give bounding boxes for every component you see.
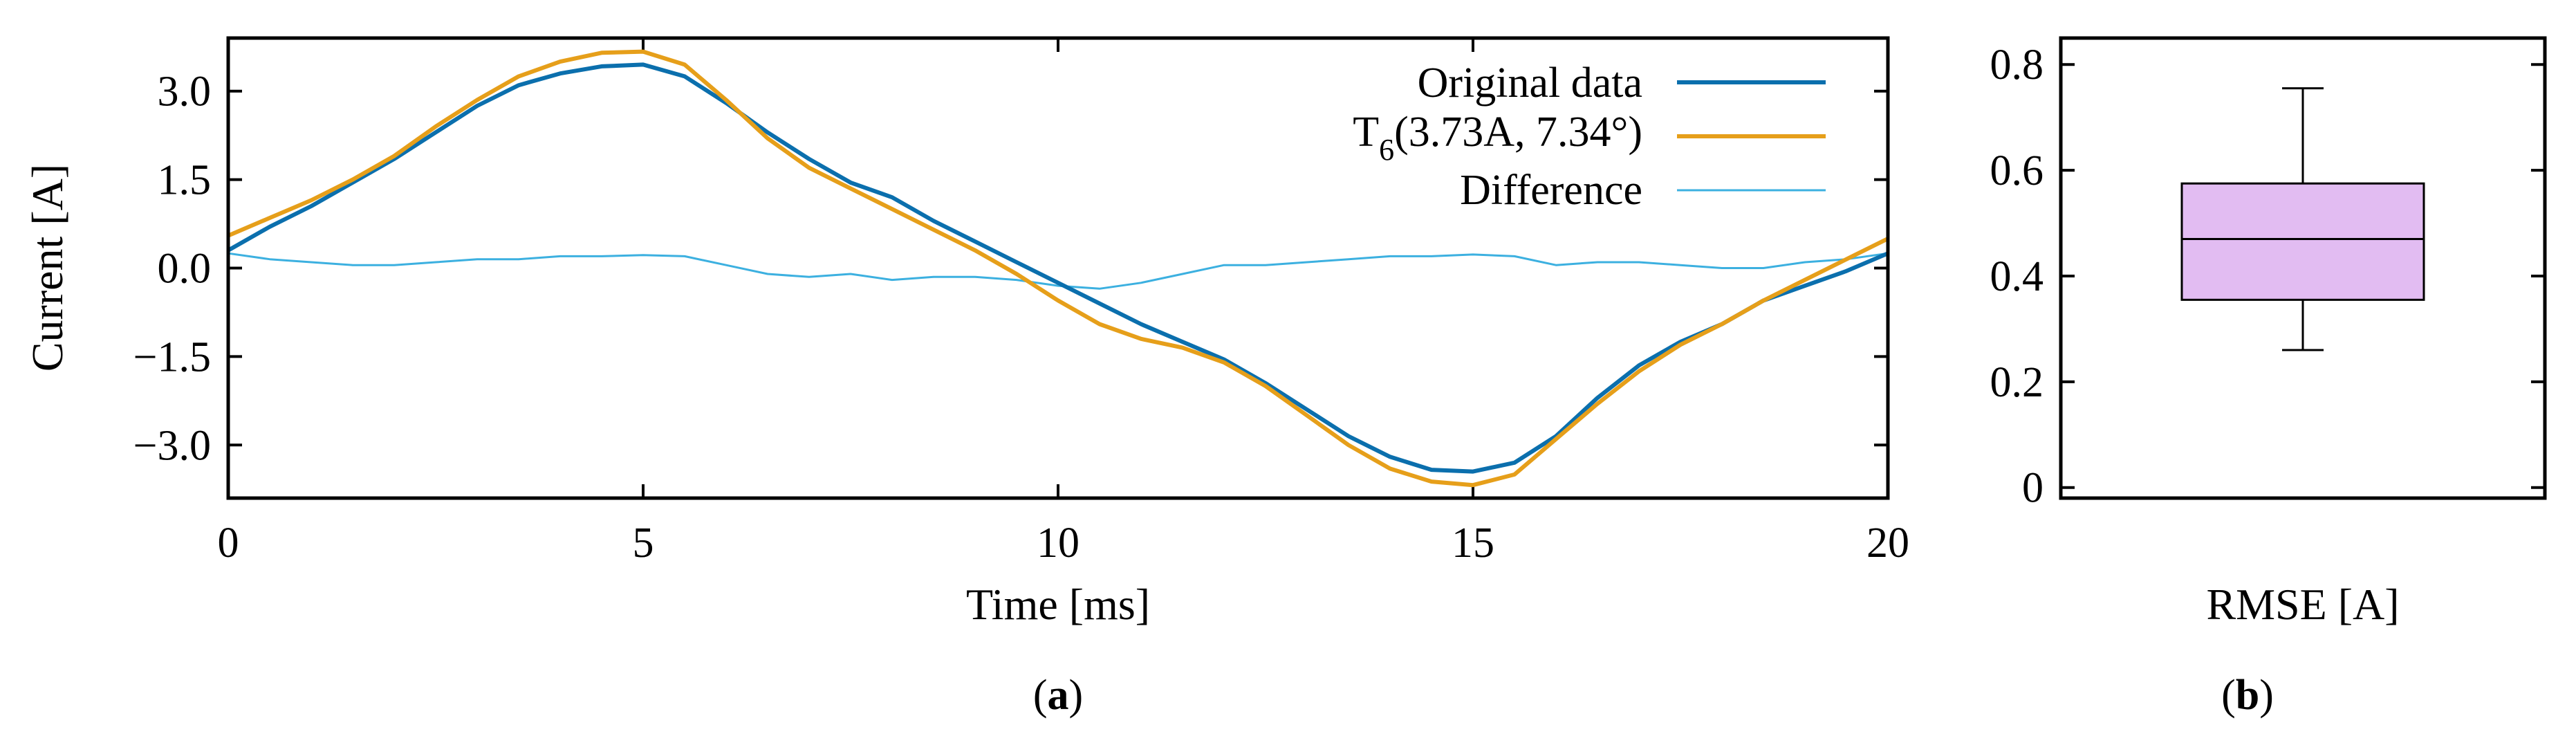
y-tick-label: 0.2 bbox=[1990, 359, 2044, 406]
legend-fitted-subscript: 6 bbox=[1379, 133, 1394, 167]
panel-label-b-open: ( bbox=[2221, 672, 2236, 719]
panel-label-b-close: ) bbox=[2259, 672, 2274, 719]
x-tick-labels: 0 5 10 15 20 bbox=[218, 520, 1910, 567]
y-tick-label: 0.0 bbox=[158, 246, 212, 293]
legend: Original data T6(3.73A, 7.34°) Differenc… bbox=[1353, 59, 1826, 214]
legend-label-difference: Difference bbox=[1460, 167, 1642, 214]
interquartile-box bbox=[2180, 182, 2425, 301]
line-chart-panel: 0 5 10 15 20 3.0 1.5 0.0 −1.5 −3.0 Time [ms] Cur… bbox=[23, 36, 1910, 719]
x-tick-label: 5 bbox=[633, 520, 654, 567]
x-axis-title-b: RMSE [A] bbox=[2206, 580, 2399, 629]
legend-label-original: Original data bbox=[1418, 59, 1642, 107]
x-axis-title: Time [ms] bbox=[966, 580, 1150, 629]
fitted-t6-line bbox=[227, 49, 1889, 488]
x-tick-label: 10 bbox=[1037, 520, 1079, 567]
plot-frame-b bbox=[2059, 36, 2547, 500]
series-group bbox=[227, 49, 1889, 488]
panel-label-b-letter: b bbox=[2236, 672, 2259, 719]
y-tick-labels: 3.0 1.5 0.0 −1.5 −3.0 bbox=[133, 68, 211, 470]
legend-fitted-params: (3.73A, 7.34°) bbox=[1394, 109, 1642, 156]
legend-label-fitted: T6(3.73A, 7.34°) bbox=[1353, 109, 1642, 167]
panel-label-a-open: ( bbox=[1033, 672, 1048, 719]
box-group bbox=[2180, 87, 2425, 351]
plot-frame bbox=[226, 36, 1890, 500]
x-tick-label: 0 bbox=[218, 520, 239, 567]
y-tick-label: 3.0 bbox=[158, 68, 212, 116]
x-tick-label: 15 bbox=[1452, 520, 1494, 567]
y-tick-label: 1.5 bbox=[158, 157, 212, 204]
y-tick-label: 0.6 bbox=[1990, 147, 2044, 194]
legend-fitted-main: T bbox=[1353, 109, 1379, 156]
panel-label-a-letter: a bbox=[1048, 672, 1069, 719]
y-tick-label: −3.0 bbox=[133, 422, 211, 469]
panel-label-b: (b) bbox=[2221, 672, 2274, 719]
axis-ticks bbox=[2061, 63, 2545, 489]
y-tick-labels: 0 0.2 0.4 0.6 0.8 bbox=[1990, 42, 2044, 511]
x-tick-label: 20 bbox=[1866, 520, 1909, 567]
y-tick-label: 0.8 bbox=[1990, 42, 2044, 89]
y-axis-title: Current [A] bbox=[23, 164, 72, 372]
original-data-line bbox=[227, 62, 1889, 474]
y-tick-label: 0.4 bbox=[1990, 253, 2044, 300]
axis-ticks bbox=[227, 38, 1889, 498]
panel-label-a-close: ) bbox=[1069, 672, 1084, 719]
y-tick-label: −1.5 bbox=[133, 333, 211, 380]
y-tick-label: 0 bbox=[2022, 465, 2044, 512]
difference-line bbox=[228, 252, 1889, 290]
box-plot-panel: 0 0.2 0.4 0.6 0.8 RMSE [A] (b) bbox=[1990, 36, 2547, 719]
panel-label-a: (a) bbox=[1033, 672, 1083, 719]
